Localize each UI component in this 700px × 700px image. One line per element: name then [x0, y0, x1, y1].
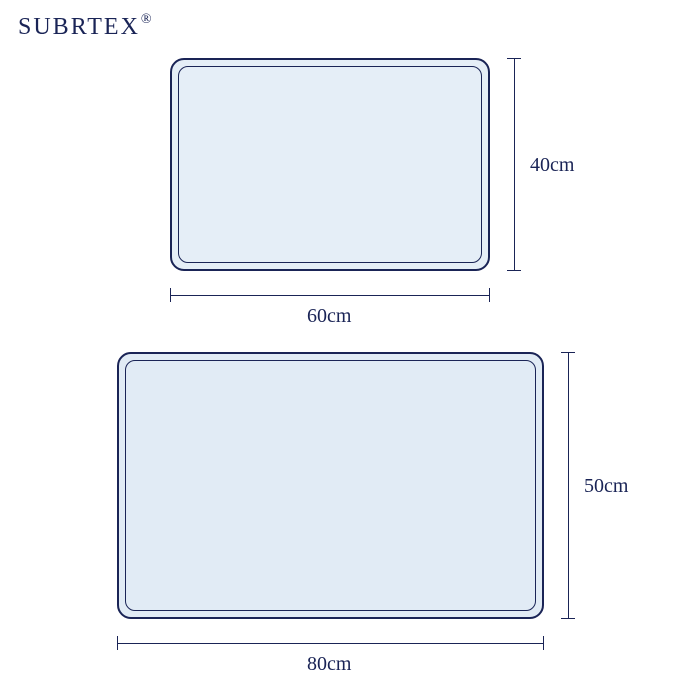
brand-name: SUBRTEX: [18, 14, 140, 40]
dim-small-width-cap-left: [170, 288, 171, 302]
dim-small-width-label: 60cm: [307, 305, 351, 328]
brand-logo: SUBRTEX®: [18, 14, 153, 41]
dim-small-height-label: 40cm: [530, 154, 574, 177]
dim-small-width-line: [170, 295, 490, 296]
dim-large-height-label: 50cm: [584, 475, 628, 498]
dim-large-height-line: [568, 352, 569, 619]
dim-small-height-cap-top: [507, 58, 521, 59]
dim-large-height-cap-bottom: [561, 618, 575, 619]
dim-small-height-cap-bottom: [507, 270, 521, 271]
dim-large-width-cap-left: [117, 636, 118, 650]
dim-large-width-line: [117, 643, 544, 644]
dim-small-width-cap-right: [489, 288, 490, 302]
dim-large-width-cap-right: [543, 636, 544, 650]
dim-small-height-line: [514, 58, 515, 271]
dim-large-height-cap-top: [561, 352, 575, 353]
mat-large: [117, 352, 544, 619]
dim-large-width-label: 80cm: [307, 653, 351, 676]
brand-mark: ®: [141, 12, 154, 27]
mat-small: [170, 58, 490, 271]
